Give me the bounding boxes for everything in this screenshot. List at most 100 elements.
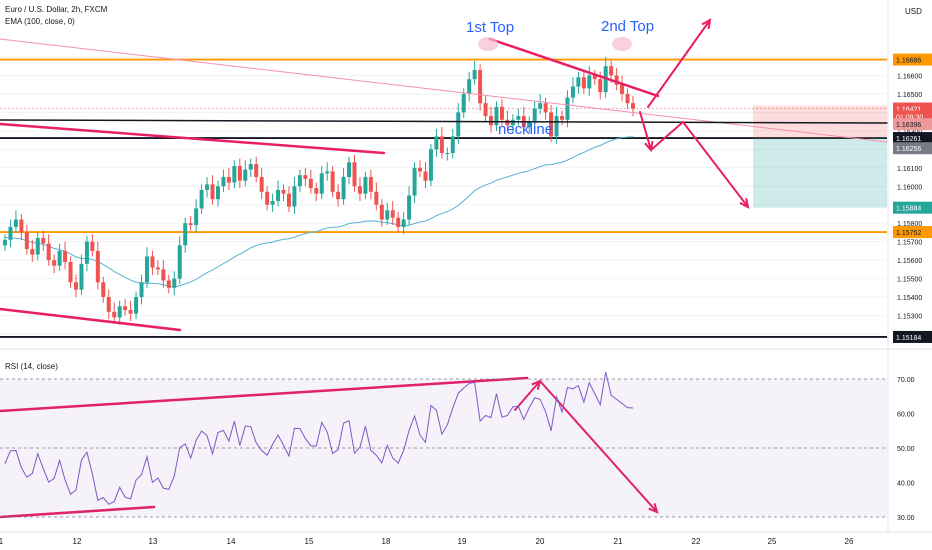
neckline-line[interactable] [0,119,888,124]
candle[interactable] [423,162,428,189]
candle[interactable] [368,169,373,200]
candle[interactable] [625,88,630,109]
candle[interactable] [95,241,100,290]
candle[interactable] [549,105,554,142]
candle[interactable] [134,291,139,320]
candle[interactable] [35,232,40,261]
candle[interactable] [401,212,406,235]
candle[interactable] [374,182,379,211]
candle[interactable] [172,271,177,296]
rsi-down-arrow[interactable] [539,380,658,513]
candle[interactable] [292,177,297,214]
candle[interactable] [57,243,62,272]
candle[interactable] [199,184,204,214]
candle[interactable] [560,110,565,126]
candle[interactable] [183,217,188,253]
candle[interactable] [565,90,570,128]
candle[interactable] [330,165,335,198]
candle[interactable] [205,177,210,198]
candle[interactable] [538,93,543,115]
candle[interactable] [614,68,619,91]
candle[interactable] [155,260,160,275]
candle[interactable] [41,230,46,251]
candle[interactable] [379,199,384,227]
candle[interactable] [286,186,291,213]
candle[interactable] [297,169,302,192]
candle[interactable] [254,156,259,183]
long-trend-line[interactable] [0,38,888,143]
candle[interactable] [347,156,352,185]
candle[interactable] [570,77,575,104]
candle[interactable] [467,71,472,102]
candle[interactable] [325,162,330,181]
take-profit-zone[interactable] [753,138,887,208]
candle[interactable] [319,165,324,200]
candle[interactable] [390,201,395,226]
candle[interactable] [237,158,242,189]
candle[interactable] [303,167,308,187]
candle[interactable] [276,180,281,207]
candle[interactable] [592,69,597,85]
candle[interactable] [576,71,581,94]
candle[interactable] [456,103,461,144]
candle[interactable] [314,182,319,202]
candle[interactable] [483,95,488,122]
candle[interactable] [499,99,504,128]
ema-100-line[interactable] [4,136,634,288]
candle[interactable] [341,167,346,205]
stop-loss-zone[interactable] [753,105,887,139]
candle[interactable] [478,64,483,111]
candle[interactable] [385,202,390,226]
candle[interactable] [407,186,412,226]
candle[interactable] [68,256,73,288]
candle[interactable] [90,234,95,257]
candle[interactable] [510,114,515,133]
candle[interactable] [150,250,155,275]
candle[interactable] [117,300,122,325]
candle[interactable] [101,276,106,303]
candle[interactable] [52,254,57,274]
candle[interactable] [336,184,341,207]
candle[interactable] [587,66,592,96]
candle[interactable] [357,177,362,202]
candle[interactable] [434,129,439,157]
candle[interactable] [472,60,477,85]
candle[interactable] [450,129,455,159]
candle[interactable] [505,110,510,131]
candle[interactable] [188,215,193,231]
candle[interactable] [79,254,84,296]
candle[interactable] [494,101,499,131]
candle[interactable] [13,210,18,233]
candle[interactable] [516,108,521,126]
drop-arrow[interactable] [639,111,652,151]
candle[interactable] [243,160,248,187]
candle[interactable] [194,199,199,233]
candle[interactable] [232,160,237,189]
candle[interactable] [30,239,35,262]
candle[interactable] [248,158,253,178]
candle[interactable] [532,101,537,130]
candle[interactable] [418,160,423,178]
candle[interactable] [3,234,7,251]
candle[interactable] [221,169,226,192]
candle[interactable] [265,186,270,211]
candle[interactable] [84,236,89,272]
bullish-arrow[interactable] [647,19,711,108]
candle[interactable] [620,75,625,102]
candle[interactable] [19,213,24,240]
candle[interactable] [308,169,313,194]
candle[interactable] [226,167,231,190]
candle[interactable] [363,171,368,200]
candle[interactable] [210,175,215,205]
candle[interactable] [352,154,357,192]
candle[interactable] [445,147,450,161]
candle[interactable] [46,234,51,266]
candle[interactable] [428,143,433,187]
rsi-line[interactable] [4,371,634,505]
candle[interactable] [123,298,128,316]
retest-line[interactable] [650,121,684,151]
candle[interactable] [527,116,532,133]
candle[interactable] [63,241,68,270]
candle[interactable] [106,289,111,320]
candle[interactable] [128,300,133,322]
